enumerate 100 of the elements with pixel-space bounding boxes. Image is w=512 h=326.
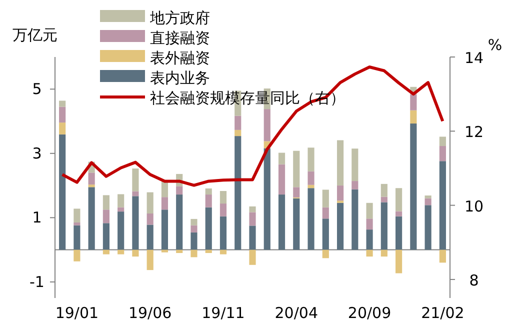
legend-label: 表外融资 bbox=[150, 49, 210, 67]
bar bbox=[439, 250, 446, 263]
bar bbox=[293, 150, 300, 188]
bar bbox=[234, 116, 242, 130]
bar bbox=[308, 171, 314, 185]
bar bbox=[146, 250, 154, 270]
bar bbox=[396, 216, 402, 250]
bar bbox=[88, 187, 95, 250]
legend-label: 表内业务 bbox=[150, 69, 210, 87]
bar bbox=[88, 184, 95, 188]
bar bbox=[380, 196, 388, 202]
bar bbox=[322, 250, 329, 258]
bar bbox=[220, 216, 227, 250]
bar bbox=[190, 225, 198, 232]
bar bbox=[132, 250, 139, 257]
bar bbox=[132, 191, 139, 196]
x-tick-label: 20/09 bbox=[348, 304, 392, 322]
line-series bbox=[60, 66, 444, 187]
bar bbox=[205, 250, 212, 254]
y2-axis-title: % bbox=[488, 36, 502, 54]
x-tick-label: 21/02 bbox=[421, 304, 464, 322]
bar bbox=[336, 186, 344, 201]
bar bbox=[118, 212, 124, 250]
bar bbox=[190, 232, 198, 250]
bar bbox=[293, 187, 300, 198]
bar bbox=[380, 202, 388, 250]
bar bbox=[249, 250, 256, 265]
y-tick-label: 1 bbox=[32, 208, 42, 227]
bar bbox=[352, 148, 358, 182]
bar bbox=[234, 130, 242, 136]
y2-tick-label: 14 bbox=[464, 49, 484, 67]
bar bbox=[161, 181, 168, 198]
bar bbox=[249, 212, 256, 226]
x-tick-label: 19/11 bbox=[202, 304, 245, 322]
bar bbox=[102, 195, 110, 210]
bar bbox=[352, 181, 358, 190]
bar bbox=[366, 250, 373, 257]
x-tick-label: 20/04 bbox=[274, 304, 318, 322]
bar bbox=[74, 222, 80, 226]
bar bbox=[176, 194, 183, 250]
bar bbox=[322, 218, 329, 250]
bar bbox=[74, 225, 80, 250]
bar bbox=[220, 250, 227, 254]
y2-tick-label: 8 bbox=[469, 271, 479, 290]
bar bbox=[322, 207, 329, 219]
bar bbox=[410, 94, 417, 110]
bar bbox=[220, 190, 227, 204]
bar bbox=[366, 202, 373, 219]
y2-tick-label: 10 bbox=[464, 197, 484, 216]
bar bbox=[278, 164, 286, 195]
bar bbox=[161, 250, 168, 252]
bar bbox=[234, 136, 242, 250]
y-tick-label: 3 bbox=[32, 144, 42, 162]
bar bbox=[293, 198, 300, 250]
bar bbox=[132, 196, 139, 250]
bar bbox=[118, 194, 124, 208]
bar bbox=[308, 184, 314, 188]
y2-tick-label: 12 bbox=[464, 123, 484, 142]
bar bbox=[249, 226, 256, 250]
bar bbox=[424, 198, 432, 206]
bar bbox=[146, 224, 154, 250]
bar bbox=[205, 194, 212, 208]
y-tick-label: -1 bbox=[30, 272, 44, 291]
bar bbox=[249, 206, 256, 212]
bar bbox=[264, 109, 270, 142]
bar bbox=[322, 190, 329, 208]
bar bbox=[396, 211, 402, 216]
bar bbox=[190, 250, 198, 258]
bar bbox=[132, 168, 139, 192]
bar bbox=[410, 124, 417, 250]
bar bbox=[161, 197, 168, 210]
bar bbox=[146, 192, 154, 214]
bar bbox=[102, 210, 110, 224]
bar bbox=[439, 161, 446, 250]
bar bbox=[205, 207, 212, 250]
bar bbox=[74, 208, 80, 222]
legend-label: 地方政府 bbox=[149, 9, 210, 27]
bar bbox=[102, 250, 110, 254]
bar bbox=[264, 148, 270, 250]
bar bbox=[352, 189, 358, 250]
bar bbox=[176, 250, 183, 254]
bar bbox=[88, 172, 95, 185]
bar bbox=[59, 100, 66, 107]
bar bbox=[410, 110, 417, 124]
bar bbox=[118, 207, 124, 212]
y-tick-label: 5 bbox=[32, 80, 42, 98]
bar bbox=[220, 204, 227, 216]
bar bbox=[74, 250, 80, 262]
bar bbox=[336, 140, 344, 186]
bar bbox=[59, 106, 66, 123]
bar bbox=[278, 152, 286, 164]
bar bbox=[205, 188, 212, 195]
bar bbox=[424, 195, 432, 198]
bar bbox=[336, 202, 344, 250]
x-tick-label: 19/01 bbox=[55, 304, 99, 322]
bar bbox=[59, 122, 66, 134]
bar bbox=[190, 218, 198, 226]
bar bbox=[102, 223, 110, 250]
x-tick-label: 19/06 bbox=[128, 304, 172, 322]
bar bbox=[176, 186, 183, 195]
